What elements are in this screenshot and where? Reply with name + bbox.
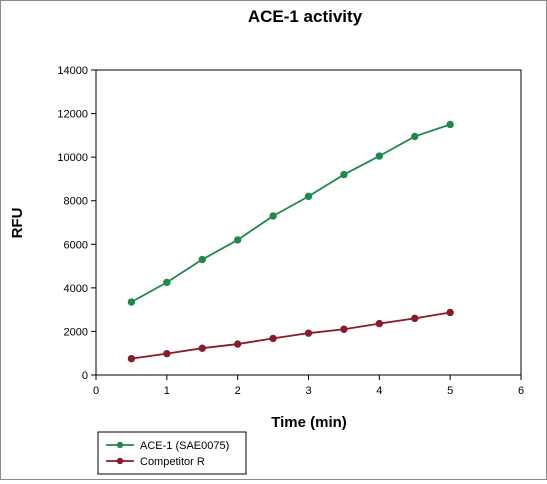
data-point (304, 329, 313, 337)
y-tick-label: 0 (82, 370, 88, 382)
data-point (446, 308, 454, 317)
data-point (233, 236, 242, 244)
data-point (127, 298, 136, 306)
legend-label: ACE-1 (SAE0075) (140, 440, 229, 452)
x-axis-label: Time (min) (271, 414, 347, 431)
x-tick-label: 2 (235, 385, 241, 397)
legend-box (97, 431, 247, 475)
data-point (198, 255, 206, 264)
legend-swatch-marker (116, 441, 124, 449)
series-layer (127, 120, 454, 363)
y-axis-label: RFU (9, 208, 26, 239)
x-tick-label: 0 (93, 385, 99, 397)
data-point (340, 325, 348, 333)
data-point (304, 192, 313, 201)
data-point (198, 344, 206, 352)
data-point (411, 132, 419, 141)
x-tick-label: 3 (305, 385, 311, 397)
plot-area-border (95, 69, 522, 376)
data-point (269, 334, 277, 343)
legend-label: Competitor R (140, 456, 205, 468)
data-point (375, 319, 384, 328)
series-line-2 (131, 311, 451, 360)
legend-swatch-marker (116, 457, 124, 465)
data-point (163, 349, 171, 358)
data-point (269, 212, 277, 220)
y-tick-label: 12000 (57, 109, 88, 121)
y-tick-label: 8000 (64, 196, 88, 208)
y-tick-label: 14000 (57, 65, 88, 77)
data-point (127, 354, 136, 363)
x-tick-label: 4 (376, 385, 382, 397)
data-point (340, 170, 348, 179)
y-tick-label: 4000 (64, 283, 88, 295)
x-tick-label: 6 (518, 385, 524, 397)
data-point (446, 120, 454, 129)
y-tick-label: 10000 (57, 152, 88, 164)
chart-title: ACE-1 activity (248, 7, 363, 26)
y-tick-label: 6000 (64, 239, 88, 251)
y-tick-label: 2000 (64, 326, 88, 338)
data-point (233, 340, 242, 348)
data-point (375, 152, 384, 160)
series-line-1 (130, 123, 451, 303)
data-point (411, 314, 419, 323)
legend: ACE-1 (SAE0075) Competitor R (97, 431, 247, 475)
x-tick-label: 1 (164, 385, 170, 397)
axes: 0 1 2 3 4 5 6 0 2000 4000 6000 8000 10000 12000 14000 (57, 65, 524, 397)
data-point (163, 278, 171, 287)
x-tick-label: 5 (447, 385, 453, 397)
